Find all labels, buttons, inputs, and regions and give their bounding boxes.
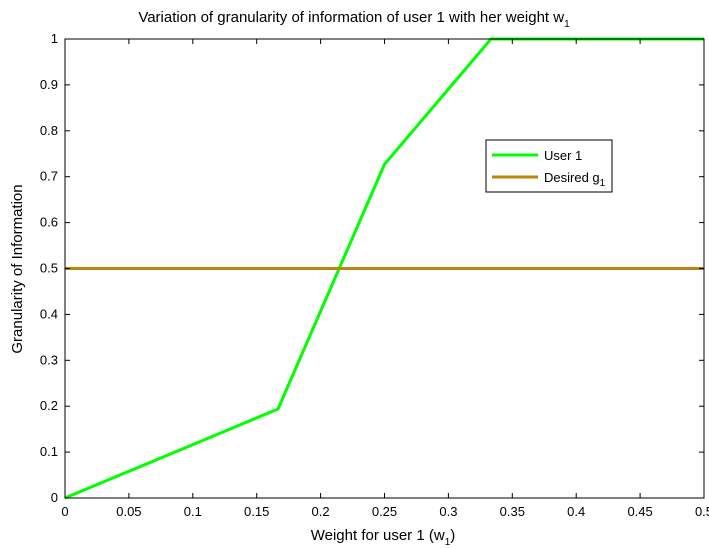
chart-title: Variation of granularity of information … bbox=[138, 9, 570, 30]
y-tick-label: 1 bbox=[51, 31, 58, 46]
axes-group: 0 0.05 0.1 0.15 0.2 0.25 0.3 0.35 0.4 0.45 0.5 0 0.1… bbox=[40, 31, 709, 519]
x-tick-label: 0.25 bbox=[372, 504, 397, 519]
y-tick-label: 0.2 bbox=[40, 398, 58, 413]
y-tick-label: 0.3 bbox=[40, 352, 58, 367]
y-tick-label: 0.8 bbox=[40, 123, 58, 138]
legend-label-user-1: User 1 bbox=[544, 148, 582, 163]
x-tick-label: 0.5 bbox=[695, 504, 709, 519]
x-tick-label: 0.2 bbox=[312, 504, 330, 519]
y-axis-title: Granularity of Information bbox=[9, 184, 26, 353]
y-tick-label: 0.9 bbox=[40, 77, 58, 92]
x-tick-label: 0.3 bbox=[439, 504, 457, 519]
legend-box bbox=[485, 139, 613, 193]
x-tick-label: 0.45 bbox=[627, 504, 652, 519]
y-tick-label: 0.6 bbox=[40, 215, 58, 230]
legend-label-subscript: 1 bbox=[600, 178, 606, 189]
x-tick-label: 0.05 bbox=[116, 504, 141, 519]
x-axis-title-subscript: 1 bbox=[445, 537, 451, 548]
y-tick-label: 0.1 bbox=[40, 444, 58, 459]
x-tick-label: 0 bbox=[61, 504, 68, 519]
x-axis-title: Weight for user 1 (w1) bbox=[311, 527, 456, 548]
x-tick-label: 0.4 bbox=[567, 504, 585, 519]
y-tick-label: 0.7 bbox=[40, 169, 58, 184]
x-tick-label: 0.35 bbox=[500, 504, 525, 519]
x-tick-label: 0.1 bbox=[184, 504, 202, 519]
y-tick-label: 0.5 bbox=[40, 261, 58, 276]
legend-label-desired-g1: Desired g1 bbox=[544, 170, 606, 189]
y-tick-label: 0.4 bbox=[40, 306, 58, 321]
legend: User 1 Desired g1 bbox=[485, 139, 613, 193]
y-tick-label: 0 bbox=[51, 490, 58, 505]
chart-title-subscript: 1 bbox=[564, 19, 570, 30]
x-tick-label: 0.15 bbox=[244, 504, 269, 519]
